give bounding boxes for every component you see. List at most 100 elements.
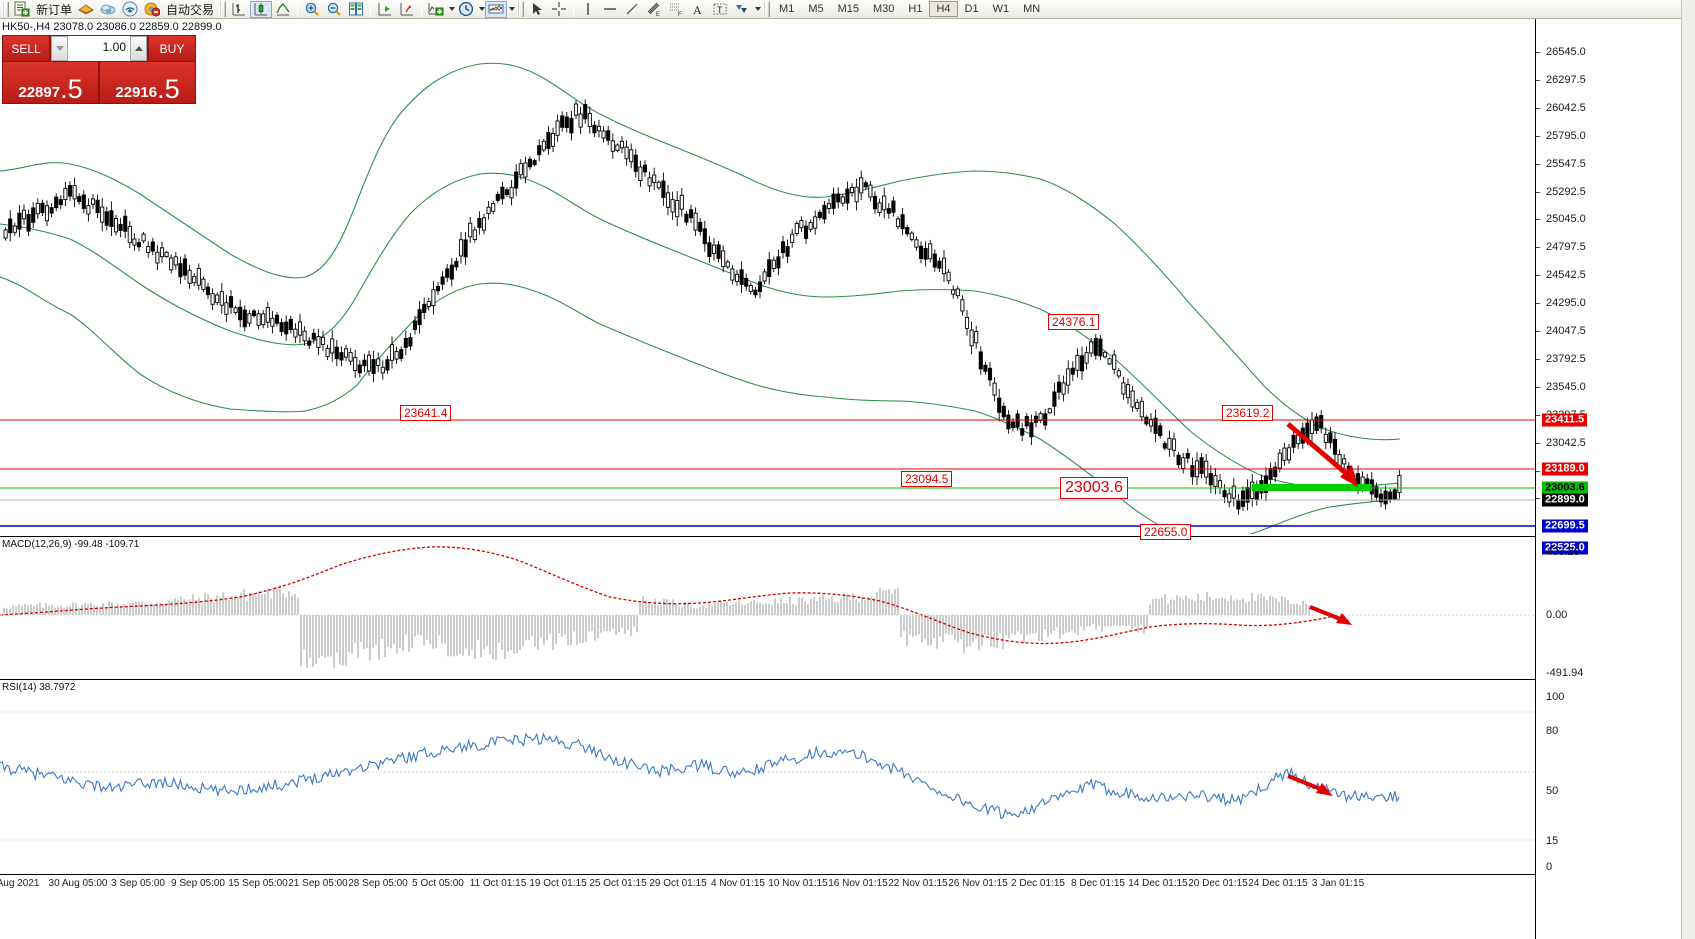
annotation-23641[interactable]: 23641.4	[400, 405, 452, 421]
price-pane[interactable]: HK50-,H4 23078.0 23086.0 22859.0 22899.0	[0, 19, 1535, 540]
zoom-out-icon[interactable]	[323, 1, 345, 18]
time-axis-label: 29 Oct 01:15	[649, 878, 707, 889]
volume-decrease-button[interactable]	[51, 36, 68, 61]
timeframe-h4[interactable]: H4	[929, 1, 958, 17]
book-icon[interactable]	[75, 1, 97, 18]
shapes-icon[interactable]	[731, 1, 753, 18]
auto-trading-label[interactable]: 自动交易	[166, 2, 215, 17]
volume-increase-button[interactable]	[130, 36, 147, 61]
new-order-icon[interactable]	[11, 1, 33, 18]
time-axis-label: 28 Sep 05:00	[348, 878, 408, 889]
sell-price-decimal: .5	[60, 74, 83, 104]
rsi-axis-100: 100	[1546, 691, 1565, 703]
time-axis-label: 5 Oct 05:00	[412, 878, 464, 889]
price-axis-label: 24295.0	[1546, 297, 1586, 310]
volume-input[interactable]: 1.00	[68, 36, 130, 61]
auto-trading-icon[interactable]	[141, 1, 163, 18]
indicators-dropdown-icon[interactable]	[449, 7, 456, 11]
sell-price[interactable]: 22897.5	[2, 62, 99, 104]
new-order-label[interactable]: 新订单	[36, 2, 73, 17]
time-axis-label: 8 Dec 01:15	[1071, 878, 1125, 889]
annotation-23619[interactable]: 23619.2	[1222, 405, 1274, 421]
price-chart-svg	[0, 62, 1535, 534]
vline-icon[interactable]	[577, 1, 599, 18]
price-tag-last[interactable]: 22899.0	[1542, 493, 1588, 507]
price-axis-label: 26042.5	[1546, 101, 1586, 114]
buy-price[interactable]: 22916.5	[99, 62, 196, 104]
periods-dropdown-icon[interactable]	[479, 7, 486, 11]
text-icon[interactable]: A	[687, 1, 709, 18]
crosshair-icon[interactable]	[548, 1, 570, 18]
price-axis[interactable]: 26545.0 26297.5 26042.5 25795.0 25547.5 25292…	[1535, 19, 1695, 939]
equidistant-icon[interactable]: E	[643, 1, 665, 18]
data-window-icon[interactable]	[345, 1, 367, 18]
shapes-dropdown-icon[interactable]	[755, 7, 762, 11]
timeframe-d1[interactable]: D1	[964, 3, 979, 15]
time-axis-label: 4 Nov 01:15	[711, 878, 765, 889]
sell-button[interactable]: SELL	[2, 35, 50, 62]
toolbar-grip-3[interactable]	[517, 1, 525, 17]
cursor-icon[interactable]	[526, 1, 548, 18]
rsi-axis-15: 15	[1546, 835, 1559, 847]
price-axis-tick	[1536, 442, 1540, 444]
vertical-scrollbar[interactable]	[1681, 0, 1695, 939]
price-axis-label: 23545.0	[1546, 380, 1586, 393]
time-axis-label: 16 Nov 01:15	[828, 878, 888, 889]
zoom-in-icon[interactable]	[301, 1, 323, 18]
annotation-24376[interactable]: 24376.1	[1048, 314, 1100, 330]
buy-button[interactable]: BUY	[148, 35, 196, 62]
price-tag-resistance-1[interactable]: 23411.5	[1542, 413, 1588, 427]
volume-stepper[interactable]: 1.00	[50, 35, 148, 62]
cloud-icon[interactable]	[97, 1, 119, 18]
timeframe-m30[interactable]: M30	[873, 3, 895, 15]
timeframe-h1[interactable]: H1	[908, 3, 923, 15]
templates-icon[interactable]	[485, 0, 508, 18]
toolbar-separator	[297, 1, 299, 17]
candlestick-icon[interactable]	[250, 0, 273, 18]
macd-axis-min: -491.94	[1546, 667, 1584, 679]
price-axis-label: 26297.5	[1546, 73, 1586, 86]
timeframe-m1[interactable]: M1	[779, 3, 795, 15]
toolbar-separator-2	[370, 1, 372, 17]
auto-scroll-icon[interactable]	[396, 1, 418, 18]
toolbar-grip-2[interactable]	[219, 1, 227, 17]
line-chart-icon[interactable]	[272, 1, 294, 18]
text-label-icon[interactable]: T	[709, 1, 731, 18]
toolbar-grip[interactable]	[2, 1, 9, 17]
price-tag-support-2[interactable]: 22525.0	[1542, 541, 1588, 555]
price-tag-bid[interactable]: 23003.6	[1542, 481, 1588, 495]
timeframe-m5[interactable]: M5	[808, 3, 824, 15]
timeframe-mn[interactable]: MN	[1023, 3, 1041, 15]
indicators-icon[interactable]	[425, 1, 447, 18]
macd-pane[interactable]: MACD(12,26,9) -99.48 -109.71	[0, 536, 1535, 676]
time-axis-label: 19 Oct 01:15	[529, 878, 587, 889]
price-tag-resistance-2[interactable]: 23189.0	[1542, 462, 1588, 476]
price-tag-support-1[interactable]: 22699.5	[1542, 519, 1588, 533]
timeframe-m15[interactable]: M15	[837, 3, 859, 15]
price-axis-label: 25795.0	[1546, 129, 1586, 142]
macd-down-arrow	[1309, 605, 1352, 625]
signal-icon[interactable]	[119, 1, 141, 18]
price-axis-tick	[1536, 191, 1540, 193]
one-click-trading-panel[interactable]: SELL 1.00 BUY 22897.5 22916.5	[2, 35, 196, 104]
chart-area[interactable]: HK50-,H4 23078.0 23086.0 22859.0 22899.0	[0, 19, 1695, 939]
fibonacci-icon[interactable]: F	[665, 1, 687, 18]
bar-chart-icon[interactable]	[228, 1, 250, 18]
hline-icon[interactable]	[599, 1, 621, 18]
timeframe-w1[interactable]: W1	[992, 3, 1010, 15]
price-axis-tick	[1536, 498, 1540, 500]
macd-title: MACD(12,26,9) -99.48 -109.71	[2, 539, 140, 550]
trendline-icon[interactable]	[621, 1, 643, 18]
price-axis-label: 23042.5	[1546, 436, 1586, 449]
toolbar-grip-4[interactable]	[763, 1, 771, 17]
chart-shift-icon[interactable]	[374, 1, 396, 18]
price-axis-tick	[1536, 107, 1540, 109]
annotation-22655[interactable]: 22655.0	[1140, 524, 1192, 540]
rsi-pane[interactable]: RSI(14) 38.7972	[0, 679, 1535, 874]
periods-icon[interactable]	[455, 1, 477, 18]
time-axis-label: 25 Oct 01:15	[589, 878, 647, 889]
buy-price-integer: 22916	[115, 84, 158, 101]
annotation-23094[interactable]: 23094.5	[901, 471, 953, 487]
annotation-23003[interactable]: 23003.6	[1060, 477, 1128, 499]
templates-dropdown-icon[interactable]	[509, 7, 516, 11]
